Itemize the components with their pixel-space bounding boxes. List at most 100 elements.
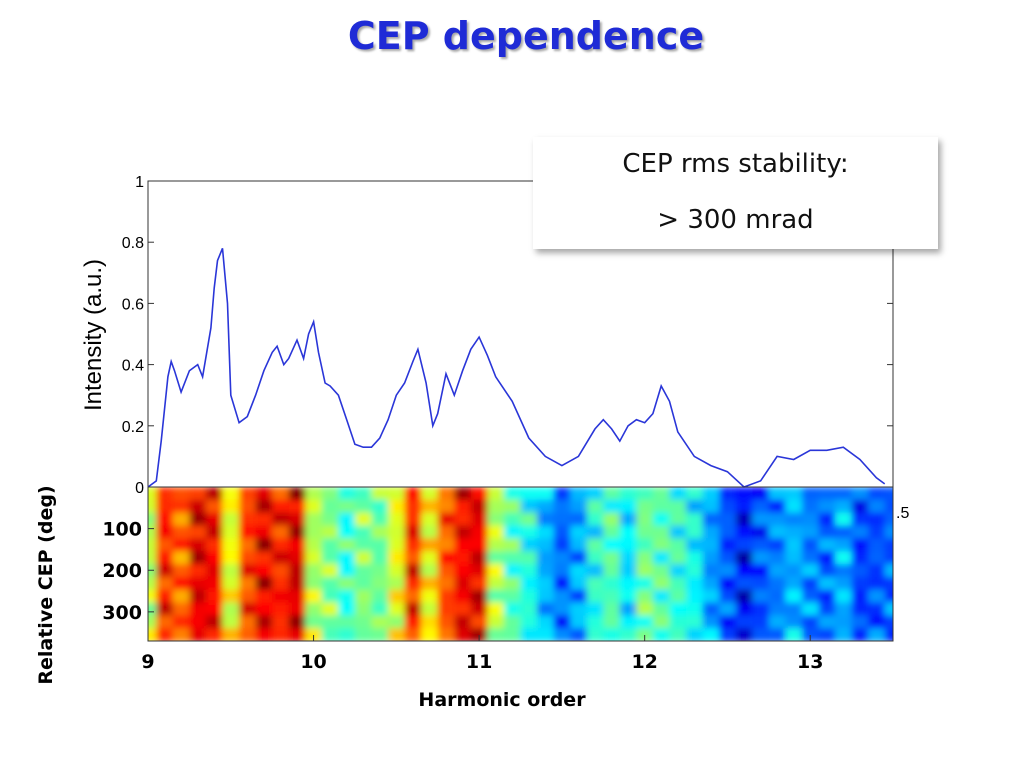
heatmap-cell — [619, 564, 638, 578]
heatmap-cell — [702, 487, 721, 501]
cep-stability-callout: CEP rms stability: > 300 mrad — [533, 137, 938, 249]
heatmap-cell — [321, 589, 340, 604]
heatmap-cell — [586, 589, 605, 604]
heatmap-cell — [222, 564, 241, 578]
heatmap-cell — [785, 576, 803, 591]
heatmap-cell — [437, 512, 456, 527]
heatmap-cell — [752, 512, 770, 527]
heatmap-cell — [321, 551, 340, 565]
heatmap-cell — [454, 576, 472, 591]
heatmap-cell — [851, 551, 870, 565]
heatmap-cell — [719, 564, 737, 578]
heatmap-cell — [868, 564, 886, 578]
heatmap-cell — [239, 564, 257, 578]
heatmap-cell — [603, 602, 621, 617]
heatmap-cell — [785, 615, 803, 630]
heatmap-cell — [884, 499, 893, 514]
heatmap-cell — [371, 525, 390, 540]
heatmap-cell — [851, 589, 870, 604]
heatmap-cell — [189, 589, 207, 604]
heatmap-cell — [686, 628, 704, 641]
heatmap-cell — [172, 512, 191, 527]
heatmap-cell — [305, 487, 323, 501]
heatmap-cell — [537, 538, 555, 553]
heatmap-cell — [437, 525, 456, 540]
heatmap-cell — [503, 589, 522, 604]
heatmap-cell — [586, 628, 605, 641]
heatmap-cell — [669, 615, 688, 630]
heatmap-cell — [156, 628, 174, 641]
heatmap-cell — [735, 525, 754, 540]
heatmap-cell — [768, 525, 787, 540]
heatmap-cell — [421, 551, 439, 565]
heatmap-cell — [884, 602, 893, 617]
heatmap-cell — [686, 487, 704, 501]
heatmap-cell — [338, 525, 356, 540]
heatmap-cell — [354, 589, 373, 604]
heatmap-cell — [371, 628, 390, 641]
heatmap-cell — [388, 602, 406, 617]
heatmap-cell — [371, 589, 390, 604]
heatmap-cell — [421, 564, 439, 578]
heatmap-cell — [686, 499, 704, 514]
heatmap-cell — [503, 551, 522, 565]
heatmap-cell — [768, 551, 787, 565]
heatmap-cell — [371, 551, 390, 565]
heatmap-cell — [437, 564, 456, 578]
intensity-line — [147, 247, 886, 488]
heatmap-cell — [818, 602, 837, 617]
heatmap-cell — [801, 499, 820, 514]
heatmap-cell — [156, 602, 174, 617]
heatmap-cell — [222, 576, 241, 591]
heatmap-cell — [735, 538, 754, 553]
heatmap-cell — [338, 564, 356, 578]
heatmap-cell — [735, 564, 754, 578]
heatmap-cell — [884, 589, 893, 604]
heatmap-cell — [222, 512, 241, 527]
heatmap-cell — [603, 538, 621, 553]
heatmap-x-tick-label: 12 — [631, 651, 657, 673]
heatmap-cell — [636, 512, 654, 527]
heatmap-cell — [156, 538, 174, 553]
heatmap-cell — [801, 551, 820, 565]
heatmap-cell — [702, 564, 721, 578]
heatmap-cell — [851, 576, 870, 591]
heatmap-cell — [553, 525, 572, 540]
heatmap-cell — [570, 538, 588, 553]
heatmap-cell — [537, 512, 555, 527]
heatmap-cell — [818, 499, 837, 514]
heatmap-cell — [239, 602, 257, 617]
heatmap-cell — [321, 538, 340, 553]
heatmap-cell — [652, 538, 671, 553]
heatmap-cell — [156, 551, 174, 565]
heatmap-cell — [553, 628, 572, 641]
heatmap-cell — [868, 589, 886, 604]
heatmap-cell — [172, 564, 191, 578]
heatmap-x-tick-label: 9 — [141, 651, 154, 673]
heatmap-cell — [686, 525, 704, 540]
heatmap-cell — [553, 589, 572, 604]
heatmap-cell — [785, 525, 803, 540]
heatmap-cell — [454, 589, 472, 604]
heatmap-cell — [520, 602, 539, 617]
heatmap-cell — [404, 589, 423, 604]
heatmap-cell — [338, 602, 356, 617]
heatmap-cell — [752, 576, 770, 591]
heatmap-cell — [148, 589, 158, 604]
heatmap-cell — [272, 615, 290, 630]
heatmap-cell — [388, 487, 406, 501]
heatmap-cell — [404, 538, 423, 553]
heatmap-cell — [553, 499, 572, 514]
heatmap-cell — [487, 487, 505, 501]
heatmap-cell — [835, 628, 853, 641]
heatmap-cell — [851, 525, 870, 540]
heatmap-cell — [487, 602, 505, 617]
heatmap-cell — [801, 589, 820, 604]
heatmap-cell — [354, 615, 373, 630]
heatmap-cell — [470, 499, 489, 514]
heatmap-cell — [205, 512, 224, 527]
heatmap-cell — [470, 576, 489, 591]
heatmap-cell — [735, 615, 754, 630]
heatmap-cell — [148, 576, 158, 591]
heatmap-cell — [619, 628, 638, 641]
